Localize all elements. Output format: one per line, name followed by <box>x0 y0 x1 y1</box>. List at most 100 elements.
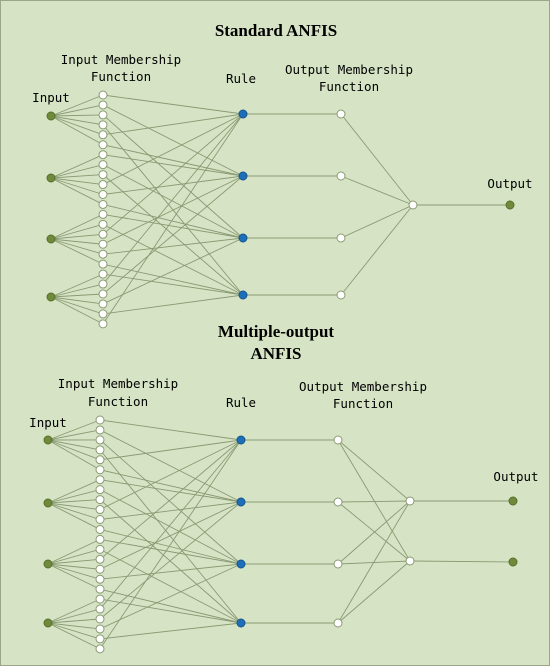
membership-node <box>95 544 105 554</box>
edge <box>99 588 242 624</box>
panel-multiple-output: Multiple-output ANFIS Input Membership Func… <box>29 322 539 654</box>
edge <box>47 598 101 624</box>
output-membership-node <box>333 497 343 507</box>
membership-node <box>98 229 108 239</box>
edge <box>50 115 104 136</box>
output-mf-label: Output Membership <box>285 62 413 77</box>
rule-node <box>238 233 248 243</box>
input-node <box>43 498 53 508</box>
membership-node <box>98 319 108 329</box>
membership-node <box>95 425 105 435</box>
edge <box>47 502 101 520</box>
edge <box>102 104 244 177</box>
membership-node <box>95 554 105 564</box>
membership-node <box>95 455 105 465</box>
edge <box>99 419 242 441</box>
edge <box>99 501 242 520</box>
edge <box>50 296 104 305</box>
rule-node <box>236 497 246 507</box>
edge <box>102 113 244 325</box>
output-label: Output <box>487 176 532 191</box>
edge <box>340 175 414 206</box>
membership-node <box>98 219 108 229</box>
input-label: Input <box>32 90 70 105</box>
output-mf-label: Output Membership <box>299 379 427 394</box>
membership-node <box>95 624 105 634</box>
edge <box>50 115 104 146</box>
membership-node <box>95 594 105 604</box>
edge <box>102 113 244 185</box>
edge <box>50 238 104 265</box>
edge <box>47 439 101 451</box>
membership-node <box>95 415 105 425</box>
edge <box>99 563 242 630</box>
edge <box>50 177 104 185</box>
edge <box>47 548 101 565</box>
edge <box>340 204 414 296</box>
rule-label: Rule <box>226 395 256 410</box>
edge <box>99 429 242 503</box>
output-node <box>508 557 518 567</box>
edge <box>102 273 244 296</box>
edge <box>102 113 244 235</box>
input-node <box>43 559 53 569</box>
output-node <box>505 200 515 210</box>
edge <box>47 538 101 565</box>
membership-node <box>95 495 105 505</box>
input-mf-label: Function <box>88 394 148 409</box>
rule-node <box>238 109 248 119</box>
input-node <box>46 234 56 244</box>
output-label: Output <box>493 469 538 484</box>
edge <box>47 622 101 650</box>
edge <box>50 283 104 298</box>
edge <box>47 502 101 510</box>
output-membership-node <box>336 290 346 300</box>
edge <box>47 419 101 441</box>
edge <box>102 175 244 245</box>
input-node <box>46 111 56 121</box>
edge <box>337 560 411 624</box>
edge <box>102 175 244 195</box>
edge <box>50 233 104 240</box>
membership-node <box>95 614 105 624</box>
membership-node <box>98 299 108 309</box>
edge <box>337 439 411 502</box>
edge <box>50 238 104 245</box>
panel-title: Multiple-output <box>218 322 335 341</box>
membership-node <box>98 170 108 180</box>
edge <box>50 154 104 179</box>
edge <box>50 115 104 126</box>
membership-node <box>95 564 105 574</box>
edge <box>102 294 244 315</box>
input-mf-label: Input Membership <box>61 52 181 67</box>
edge <box>47 502 101 530</box>
membership-node <box>95 644 105 654</box>
input-label: Input <box>29 415 67 430</box>
edge <box>99 439 242 461</box>
edge <box>99 489 242 565</box>
edge <box>99 439 242 610</box>
edge <box>99 469 242 503</box>
edge <box>102 213 244 239</box>
edge <box>99 501 242 570</box>
input-node <box>46 173 56 183</box>
rule-node <box>236 559 246 569</box>
edge <box>99 501 242 620</box>
edge <box>50 174 104 179</box>
edge <box>47 429 101 441</box>
edges <box>47 419 514 650</box>
edge <box>102 114 244 239</box>
edge <box>337 500 411 503</box>
edge <box>47 479 101 504</box>
output-mf-label: Function <box>333 396 393 411</box>
edge <box>340 204 414 239</box>
edge <box>47 558 101 565</box>
edge <box>47 618 101 624</box>
membership-node <box>98 309 108 319</box>
edge <box>102 175 244 295</box>
edge <box>99 479 242 503</box>
edge <box>340 113 414 206</box>
membership-node <box>98 130 108 140</box>
output-membership-node <box>333 559 343 569</box>
